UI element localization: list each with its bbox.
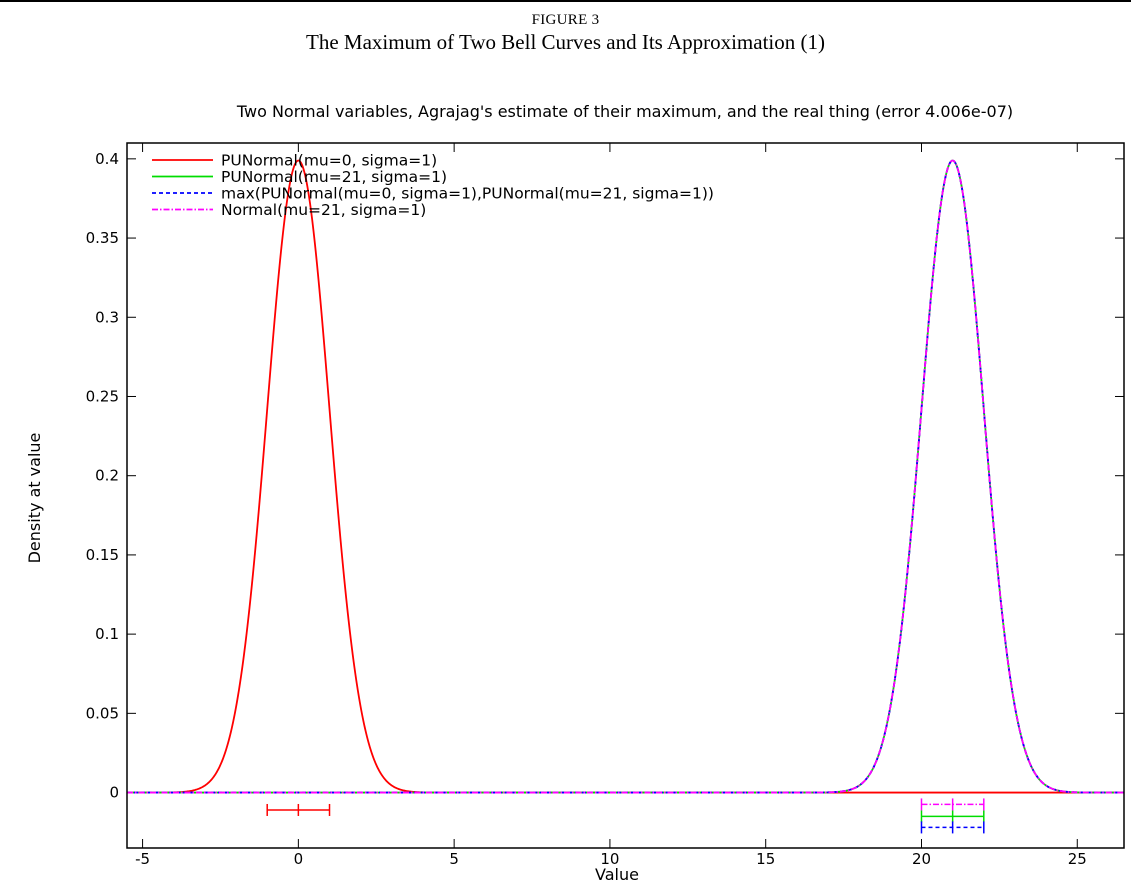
figure-label: FIGURE 3 [531, 12, 600, 28]
x-tick-label: 25 [1068, 850, 1087, 868]
interval-marker-1 [920, 810, 985, 823]
x-tick-label: 5 [449, 850, 459, 868]
y-tick-label: 0 [109, 784, 119, 802]
y-tick-label: 0.4 [95, 150, 119, 168]
y-tick-label: 0.3 [95, 308, 119, 326]
legend-label-0: PUNormal(mu=0, sigma=1) [221, 152, 437, 170]
x-tick-label: 15 [756, 850, 775, 868]
legend-label-3: Normal(mu=21, sigma=1) [221, 201, 426, 219]
series-line-3 [127, 159, 1124, 794]
interval-marker-0 [266, 803, 331, 816]
y-tick-label: 0.15 [86, 546, 119, 564]
y-tick-label: 0.35 [86, 229, 119, 247]
top-rule [0, 0, 1131, 2]
y-axis-label: Density at value [25, 433, 44, 564]
y-tick-label: 0.2 [95, 467, 119, 485]
interval-marker-2 [920, 821, 985, 834]
markers-layer [266, 798, 985, 834]
y-tick-label: 0.25 [86, 387, 119, 405]
series-line-2 [127, 159, 1124, 794]
curves-layer [127, 159, 1124, 794]
ticks-layer: -5 0 5 10 15 20 25 0 0.05 0.1 0.15 0.2 0.25 0.3 0.35 0.… [86, 143, 1124, 868]
legend-label-2: max(PUNormal(mu=0, sigma=1),PUNormal(mu=… [221, 185, 714, 203]
series-line-1 [127, 159, 1124, 794]
x-tick-label: -5 [135, 850, 150, 868]
y-tick-label: 0.05 [86, 704, 119, 722]
legend: PUNormal(mu=0, sigma=1)PUNormal(mu=21, s… [152, 152, 714, 219]
x-tick-label: 10 [600, 850, 619, 868]
series-line-0 [127, 159, 1124, 794]
y-tick-label: 0.1 [95, 625, 119, 643]
chart-title: Two Normal variables, Agrajag's estimate… [236, 102, 1013, 121]
interval-marker-3 [920, 798, 985, 811]
figure-title: The Maximum of Two Bell Curves and Its A… [306, 30, 825, 54]
plot-frame [126, 142, 1125, 849]
x-tick-label: 0 [294, 850, 304, 868]
x-tick-label: 20 [912, 850, 931, 868]
legend-label-1: PUNormal(mu=21, sigma=1) [221, 168, 447, 186]
x-axis-label: Value [595, 865, 639, 884]
